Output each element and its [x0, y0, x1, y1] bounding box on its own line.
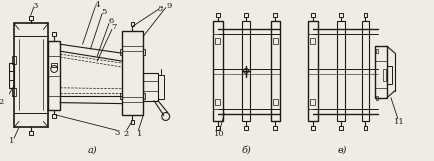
Bar — [12, 56, 16, 64]
Bar — [122, 31, 143, 115]
Bar — [244, 126, 248, 130]
Bar — [215, 38, 220, 44]
Bar — [337, 21, 345, 121]
Bar — [143, 93, 145, 99]
Text: а): а) — [88, 146, 97, 155]
Bar — [311, 126, 315, 130]
Bar — [51, 63, 57, 67]
Bar — [120, 49, 122, 55]
Bar — [131, 23, 135, 26]
Bar — [29, 131, 33, 135]
Text: б): б) — [241, 146, 251, 155]
Bar — [308, 21, 318, 121]
Bar — [215, 99, 220, 105]
Text: 2: 2 — [124, 130, 129, 138]
Bar — [242, 21, 250, 121]
Bar — [273, 126, 277, 130]
Bar — [143, 73, 158, 101]
Bar — [244, 13, 248, 17]
Text: 3: 3 — [114, 129, 119, 137]
Bar — [273, 38, 278, 44]
Text: 11: 11 — [395, 118, 405, 126]
Bar — [339, 126, 343, 130]
Bar — [120, 93, 122, 99]
Bar — [310, 99, 315, 105]
Bar — [375, 46, 387, 98]
Text: 10: 10 — [214, 130, 225, 138]
Bar — [131, 120, 135, 124]
Bar — [216, 13, 220, 17]
Bar — [216, 126, 220, 130]
Bar — [387, 66, 392, 84]
Bar — [339, 13, 343, 17]
Bar — [311, 13, 315, 17]
Bar — [52, 114, 56, 118]
Bar — [14, 24, 48, 127]
Bar — [364, 126, 368, 130]
Bar — [213, 21, 223, 121]
Bar — [29, 16, 33, 19]
Text: 3: 3 — [33, 2, 38, 10]
Bar — [143, 49, 145, 55]
Text: 6: 6 — [108, 18, 114, 25]
Text: 1: 1 — [137, 130, 142, 138]
Bar — [9, 63, 14, 88]
Bar — [376, 96, 378, 100]
Text: 5: 5 — [102, 8, 107, 16]
Bar — [158, 75, 164, 99]
Bar — [273, 13, 277, 17]
Text: 9: 9 — [166, 2, 171, 10]
Text: 1: 1 — [10, 137, 15, 145]
Bar — [48, 41, 60, 109]
Bar — [364, 13, 368, 17]
Text: 8: 8 — [158, 5, 164, 13]
Bar — [310, 38, 315, 44]
Bar — [362, 21, 369, 121]
Bar — [273, 99, 278, 105]
Bar — [376, 49, 378, 53]
Text: 7: 7 — [111, 23, 117, 31]
Text: в): в) — [337, 146, 347, 155]
Bar — [270, 21, 280, 121]
Bar — [12, 88, 16, 96]
Bar — [383, 69, 386, 81]
Bar — [52, 32, 56, 36]
Text: 4: 4 — [95, 1, 100, 9]
Text: 2: 2 — [0, 98, 4, 106]
